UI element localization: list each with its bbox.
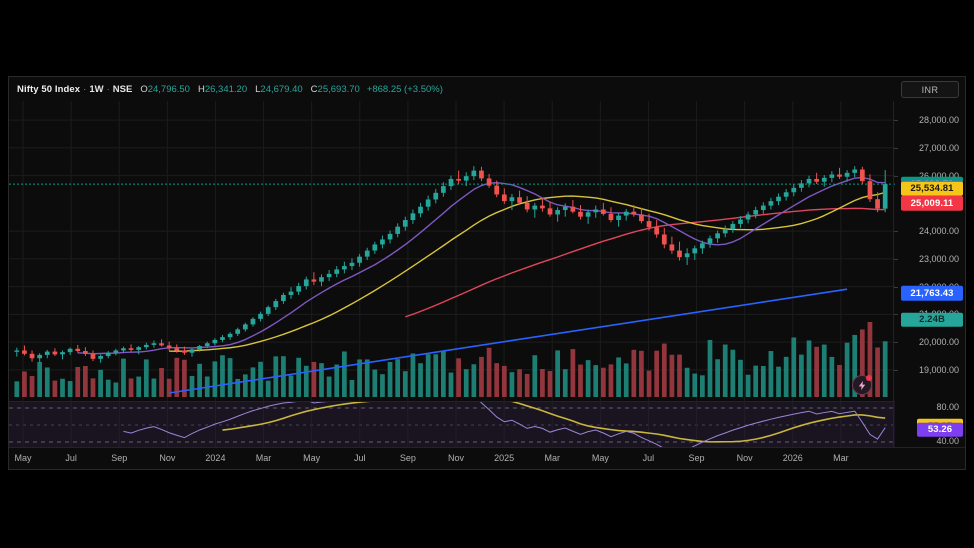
alert-dot — [866, 375, 873, 381]
lightning-bolt-icon[interactable] — [852, 375, 873, 395]
rsi-pane[interactable] — [9, 401, 895, 448]
price-axis[interactable]: 28,000.00 27,000.00 26,000.00 24,000.00 23,0… — [893, 101, 965, 447]
moving-average-line-0 — [405, 207, 886, 318]
price-tick-mark — [894, 120, 898, 122]
trendline-pill[interactable]: 21,763.43 — [901, 285, 963, 301]
ohlc-open-key: O — [140, 83, 148, 95]
rsi-tick-label: 80.00 — [936, 401, 959, 412]
time-tick-label: Sep — [399, 453, 416, 463]
chart-window[interactable]: Nifty 50 Index · 1W · NSE O24,796.50 H26… — [8, 76, 966, 470]
ohlc-close: C25,693.70 — [311, 84, 360, 95]
ma-red-pill[interactable]: 25,009.11 — [901, 195, 963, 211]
ohlc-high: H26,341.20 — [198, 84, 247, 95]
time-axis[interactable]: May Jul Sep Nov 2024 Mar May Jul Sep Nov 2025 Mar Ma… — [9, 447, 965, 469]
timeframe-label[interactable]: 1W — [89, 83, 104, 95]
rsi-line — [123, 402, 886, 448]
moving-average-line-2 — [77, 176, 886, 355]
price-plot-svg — [9, 101, 895, 401]
price-tick-mark — [894, 286, 898, 288]
price-tick-label: 26,000.00 — [918, 170, 959, 181]
time-tick-label: Jul — [354, 453, 366, 463]
time-tick-label: May — [303, 453, 321, 463]
ohlc-low: L24,679.40 — [255, 84, 303, 95]
rsi-value-pill[interactable]: 53.26 — [917, 422, 963, 437]
ohlc-open: O24,796.50 — [140, 84, 190, 95]
time-tick-label: Jul — [65, 453, 77, 463]
ohlc-close-value: 25,693.70 — [317, 83, 360, 95]
currency-badge-label: INR — [921, 84, 939, 95]
time-tick-label: May — [591, 453, 609, 463]
time-tick-label: Sep — [111, 453, 128, 463]
ohlc-low-key: L — [255, 83, 261, 95]
trendline — [169, 288, 848, 394]
volume-bars — [14, 321, 888, 397]
price-tick-label: 24,000.00 — [918, 226, 959, 237]
ohlc-high-value: 26,341.20 — [204, 83, 248, 95]
price-pane[interactable] — [9, 101, 895, 401]
price-tick-mark — [894, 342, 898, 344]
rsi-plot-svg — [9, 402, 895, 448]
ohlc-open-value: 24,796.50 — [147, 83, 190, 95]
candlestick-series — [14, 166, 888, 363]
moving-average-line-1 — [169, 191, 886, 352]
ma-yellow-pill[interactable]: 25,534.81 — [901, 181, 963, 196]
rsi-tick-label: 40.00 — [936, 436, 959, 447]
price-tick-mark — [894, 369, 898, 371]
price-tick-label: 28,000.00 — [918, 115, 959, 126]
price-tick-label: 20,000.00 — [918, 337, 959, 348]
time-tick-label: Sep — [688, 453, 705, 463]
time-tick-label: Nov — [736, 453, 753, 463]
price-tick-mark — [894, 147, 898, 149]
change-value: +868.25 (+3.50%) — [366, 83, 443, 95]
price-tick-label: 23,000.00 — [918, 253, 959, 264]
time-tick-label: Nov — [447, 453, 465, 463]
price-tick-mark — [894, 258, 898, 260]
currency-badge[interactable]: INR — [901, 81, 959, 98]
time-tick-label: Mar — [833, 453, 849, 463]
exchange-label[interactable]: NSE — [112, 83, 133, 95]
ohlc-high-key: H — [197, 83, 205, 95]
time-tick-label: Mar — [255, 453, 272, 463]
time-tick-label: 2026 — [782, 453, 803, 463]
volume-pill[interactable]: 2.24B — [901, 312, 963, 328]
ohlc-low-value: 24,679.40 — [260, 83, 303, 95]
legend-separator-1: · — [83, 83, 87, 95]
chart-legend[interactable]: Nifty 50 Index · 1W · NSE O24,796.50 H26… — [9, 77, 965, 101]
price-tick-mark — [894, 231, 898, 233]
time-tick-label: 2025 — [494, 453, 515, 463]
time-tick-label: 2024 — [205, 453, 226, 463]
legend-separator-2: · — [106, 83, 110, 95]
price-tick-mark — [894, 314, 898, 316]
time-tick-label: Jul — [642, 453, 655, 463]
symbol-name[interactable]: Nifty 50 Index — [17, 83, 81, 95]
ohlc-close-key: C — [310, 83, 318, 95]
time-tick-label: May — [14, 453, 32, 463]
time-tick-label: Nov — [159, 453, 176, 463]
price-tick-label: 19,000.00 — [918, 364, 959, 375]
lightning-bolt-glyph — [858, 380, 866, 390]
price-tick-mark — [894, 175, 898, 177]
rsi-ma-line — [222, 402, 886, 443]
price-tick-label: 27,000.00 — [918, 142, 959, 153]
time-tick-label: Mar — [544, 453, 560, 463]
